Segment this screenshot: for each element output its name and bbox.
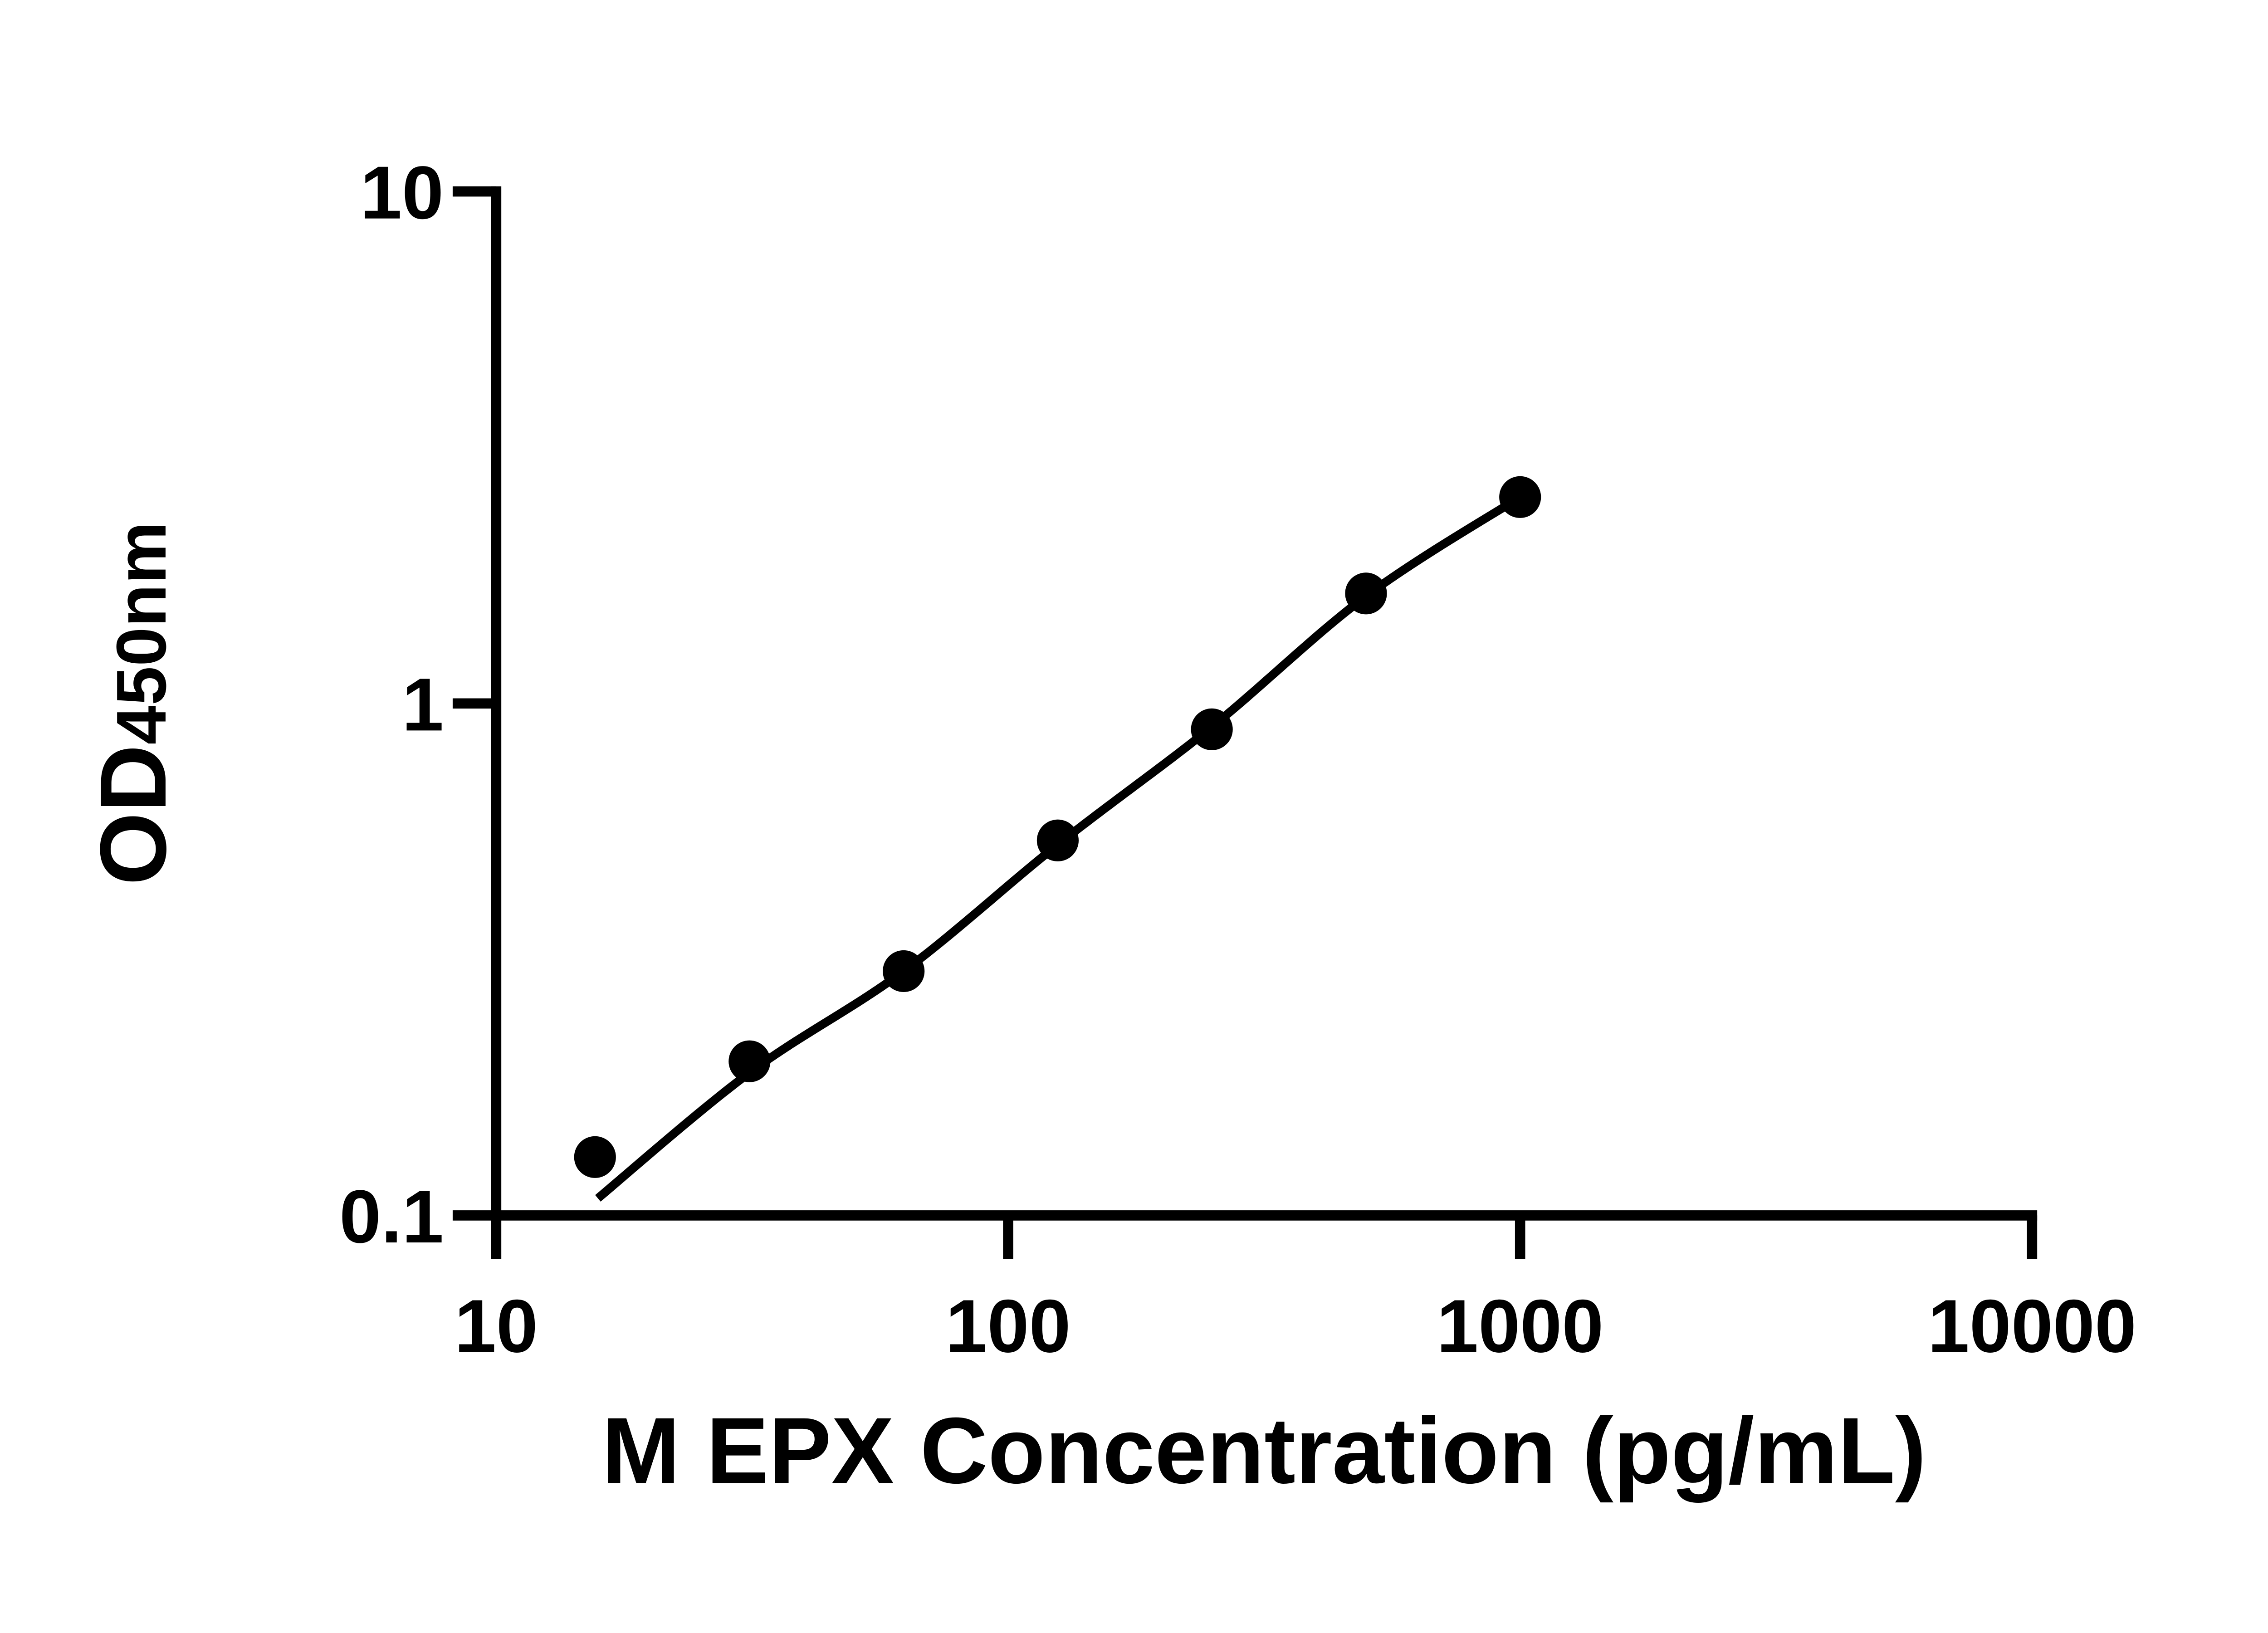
figure-background bbox=[0, 48, 2268, 1585]
data-point-marker bbox=[1499, 476, 1541, 518]
x-tick-label: 100 bbox=[945, 1284, 1070, 1368]
y-axis-title-main: OD bbox=[81, 744, 186, 885]
x-tick-label: 1000 bbox=[1437, 1284, 1603, 1368]
x-axis-title: M EPX Concentration (pg/mL) bbox=[602, 1398, 1926, 1503]
data-point-marker bbox=[883, 950, 925, 993]
y-axis-title: OD450nm bbox=[81, 522, 186, 885]
y-tick-label: 10 bbox=[360, 151, 444, 235]
data-point-marker bbox=[1345, 572, 1387, 615]
data-point-marker bbox=[574, 1136, 616, 1178]
y-tick-label: 1 bbox=[402, 663, 444, 747]
data-point-marker bbox=[1191, 708, 1233, 750]
x-tick-label: 10000 bbox=[1928, 1284, 2136, 1368]
data-point-marker bbox=[728, 1040, 771, 1082]
data-point-marker bbox=[1036, 819, 1079, 861]
y-tick-label: 0.1 bbox=[339, 1175, 444, 1259]
y-axis-title-subscript: 450nm bbox=[102, 522, 181, 745]
x-tick-label: 10 bbox=[455, 1284, 538, 1368]
